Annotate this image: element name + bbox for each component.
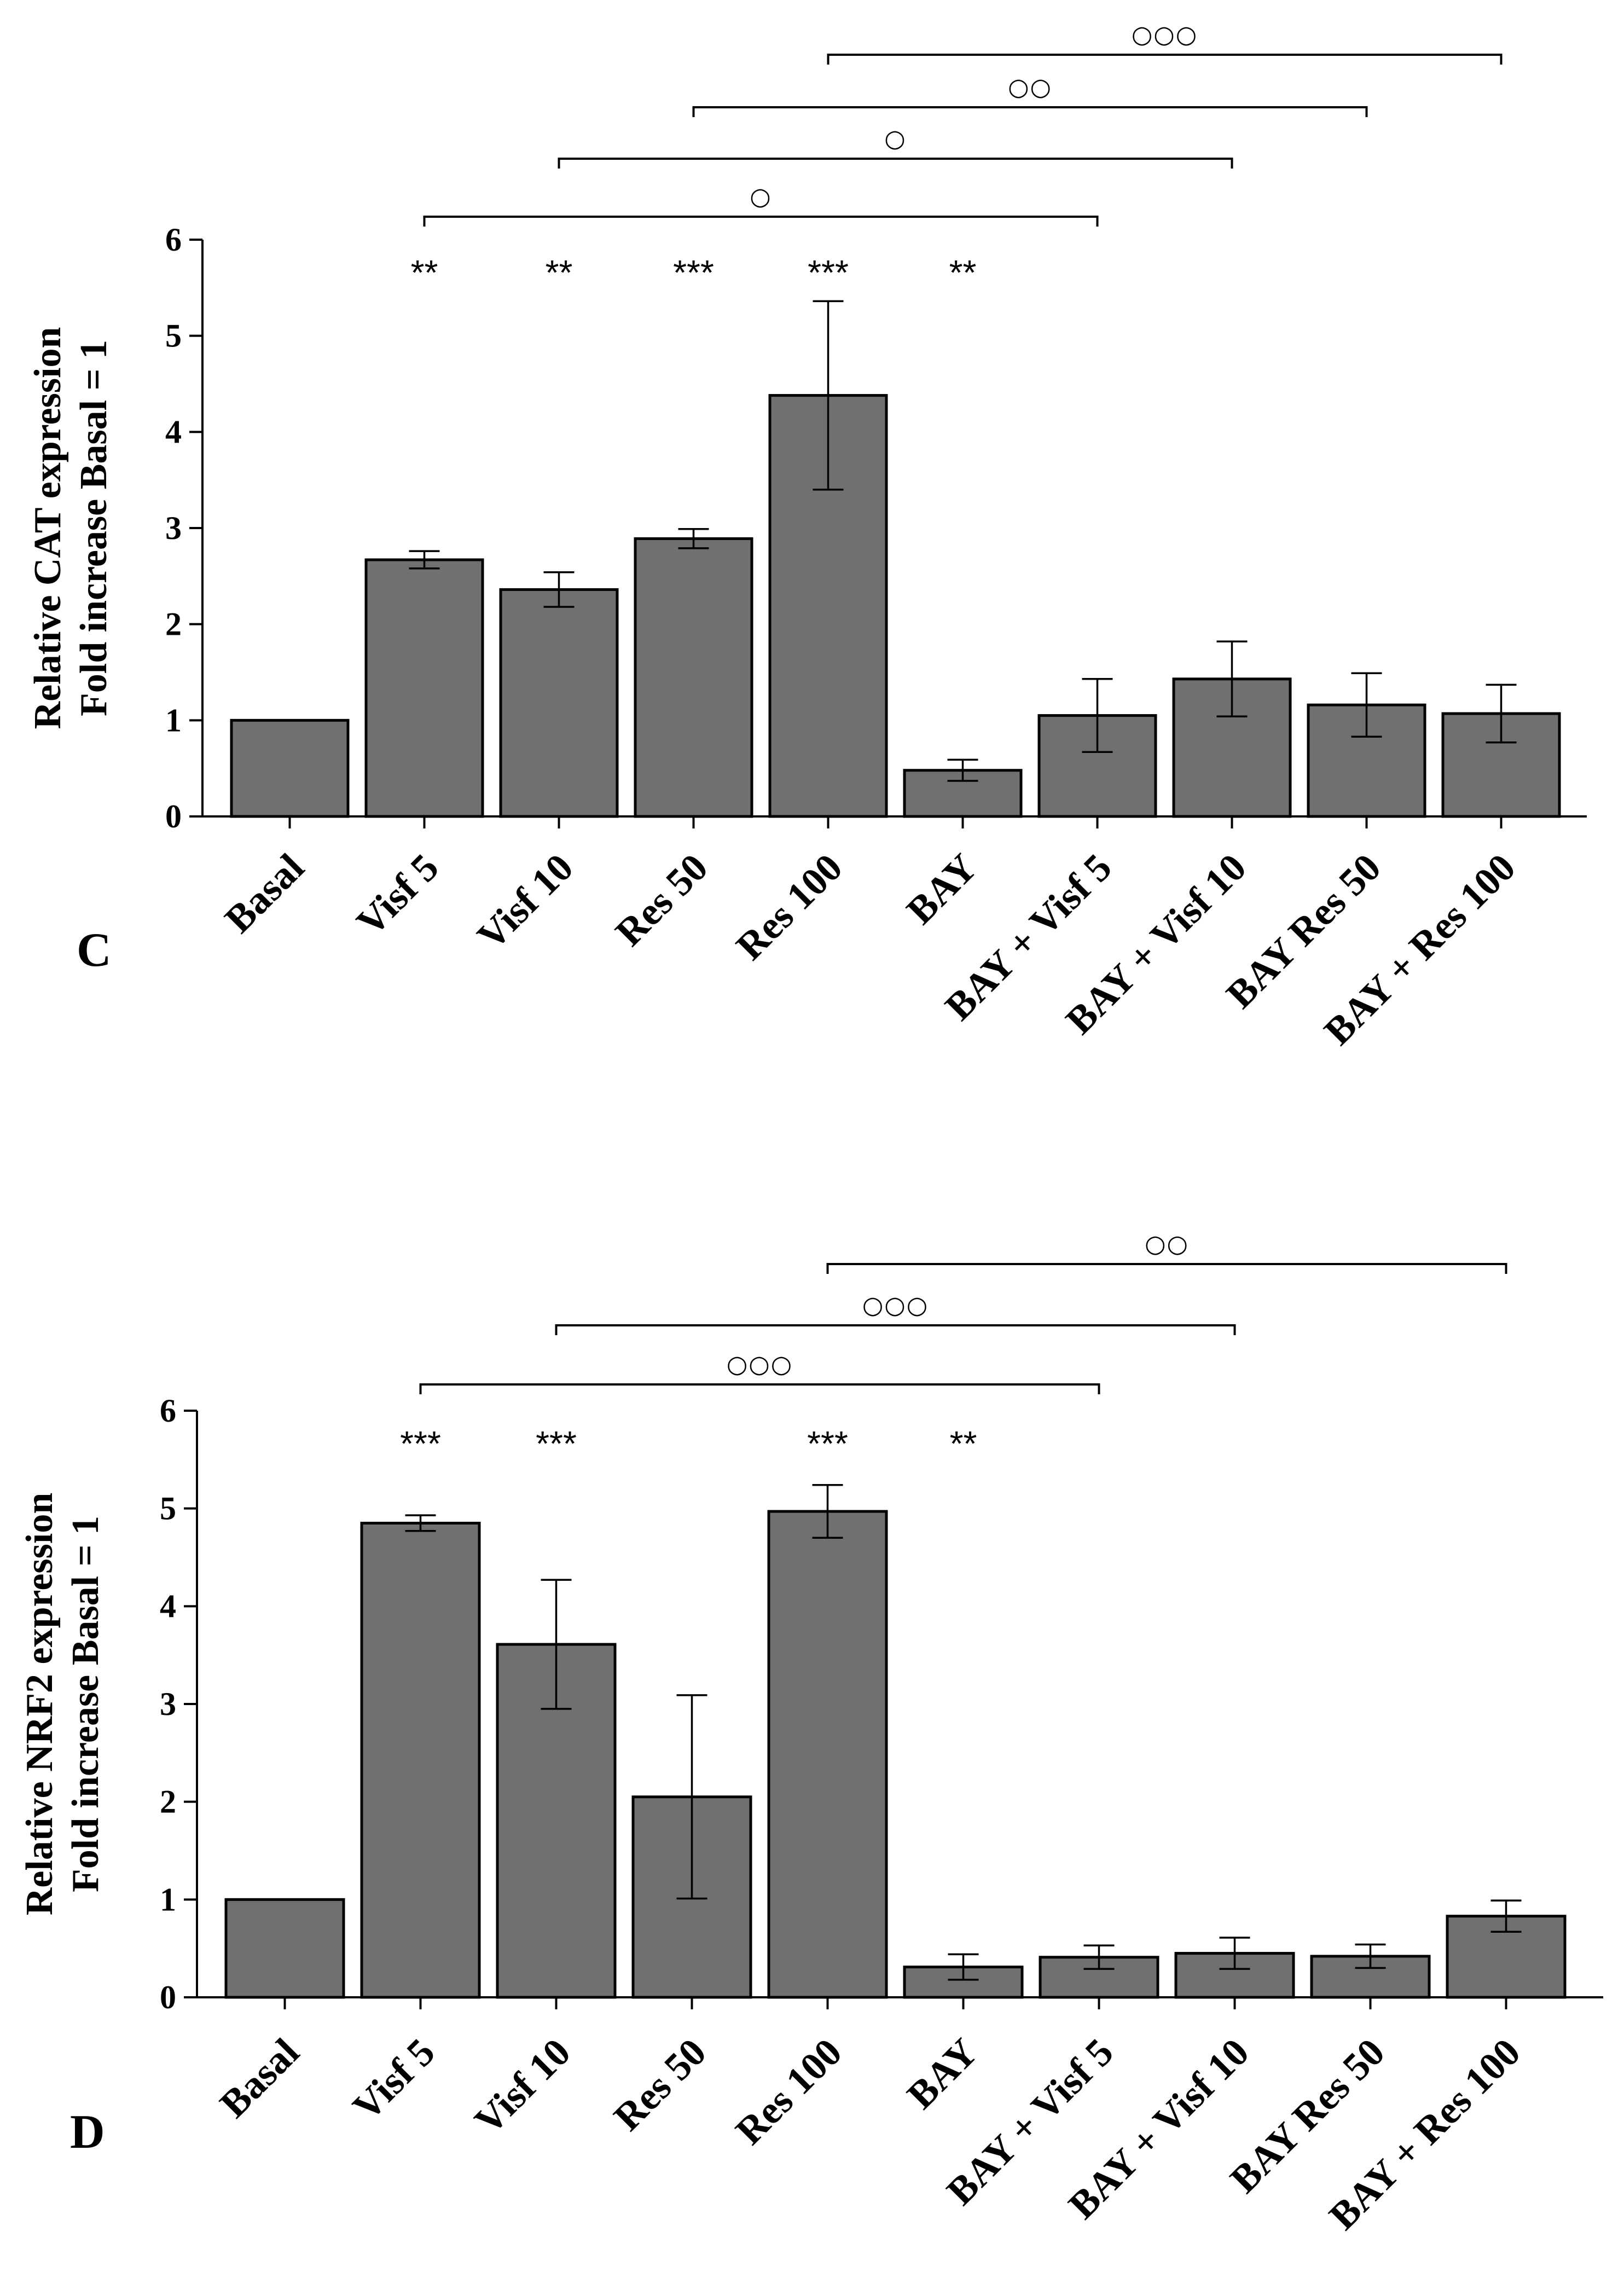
significance-stars: ** <box>949 253 977 292</box>
x-tick-label: Basal <box>211 2030 307 2126</box>
y-axis-title: Fold increase Basal = 1 <box>73 340 115 716</box>
y-tick-label: 4 <box>160 1588 176 1624</box>
y-axis-title: Relative CAT expression <box>27 327 69 729</box>
y-tick-label: 0 <box>165 798 182 834</box>
comparison-bracket <box>692 106 1368 117</box>
y-axis-title: Fold increase Basal = 1 <box>65 1516 107 1892</box>
bar <box>224 1898 345 1999</box>
chart-panel-d: 0 1 2 3 4 5 6 Relative NRF2 expression Fold incr… <box>19 1230 1603 2238</box>
bar <box>364 558 484 818</box>
bar <box>360 1521 481 1999</box>
x-tick-label: Res 50 <box>605 2030 714 2139</box>
significance-stars: *** <box>673 253 714 292</box>
significance-stars: ** <box>546 253 573 292</box>
comparison-bracket <box>558 158 1233 169</box>
x-tick-label: Res 100 <box>728 845 851 969</box>
significance-stars: *** <box>807 1424 848 1463</box>
y-tick-label: 1 <box>160 1881 176 1917</box>
bracket-label: ○○○ <box>862 1291 929 1319</box>
significance-stars: ** <box>950 1424 977 1463</box>
panel-letter: D <box>70 2106 105 2159</box>
chart-panel-c: 0 1 2 3 4 5 6 Relative CAT expression Fold incre… <box>27 21 1587 1053</box>
y-tick-label: 5 <box>165 318 182 354</box>
bracket-label: ○○ <box>1008 73 1052 101</box>
y-tick-label: 1 <box>165 702 182 738</box>
x-tick-label: Visf 5 <box>348 845 447 944</box>
comparison-bracket <box>827 54 1503 65</box>
comparison-bracket <box>419 1383 1100 1394</box>
y-tick-label: 4 <box>165 414 182 450</box>
y-axis-title: Relative NRF2 expression <box>19 1493 61 1916</box>
bracket-label: ○○ <box>1145 1230 1189 1258</box>
comparison-bracket <box>826 1263 1507 1274</box>
x-tick-label: Visf 5 <box>344 2030 443 2129</box>
bracket-label: ○○○ <box>727 1351 793 1378</box>
bar <box>767 1510 888 1999</box>
bar <box>499 588 619 818</box>
y-tick-label: 3 <box>160 1686 176 1722</box>
significance-stars: *** <box>808 253 849 292</box>
y-tick-label: 0 <box>160 1979 176 2015</box>
x-tick-label: Res 50 <box>607 845 716 954</box>
x-tick-label: BAY <box>898 845 985 932</box>
y-tick-label: 2 <box>165 606 182 642</box>
bracket-label: ○ <box>884 125 906 153</box>
y-tick-label: 6 <box>160 1393 176 1429</box>
x-tick-label: Visf 10 <box>469 845 582 958</box>
significance-stars: *** <box>536 1424 577 1463</box>
comparison-bracket <box>423 216 1099 227</box>
panel-letter: C <box>77 924 112 977</box>
significance-stars: ** <box>411 253 438 292</box>
y-tick-label: 6 <box>165 222 182 258</box>
x-tick-label: Visf 10 <box>466 2030 579 2143</box>
y-tick-label: 3 <box>165 510 182 546</box>
bracket-label: ○○○ <box>1132 21 1198 49</box>
x-tick-label: BAY <box>898 2030 985 2117</box>
y-tick-label: 5 <box>160 1491 176 1527</box>
significance-stars: *** <box>400 1424 441 1463</box>
x-tick-label: Basal <box>216 845 312 941</box>
y-tick-label: 2 <box>160 1784 176 1820</box>
bar <box>634 537 753 818</box>
bar <box>230 718 350 818</box>
comparison-bracket <box>555 1324 1236 1335</box>
bracket-label: ○ <box>750 183 772 211</box>
x-tick-label: Res 100 <box>727 2030 850 2153</box>
